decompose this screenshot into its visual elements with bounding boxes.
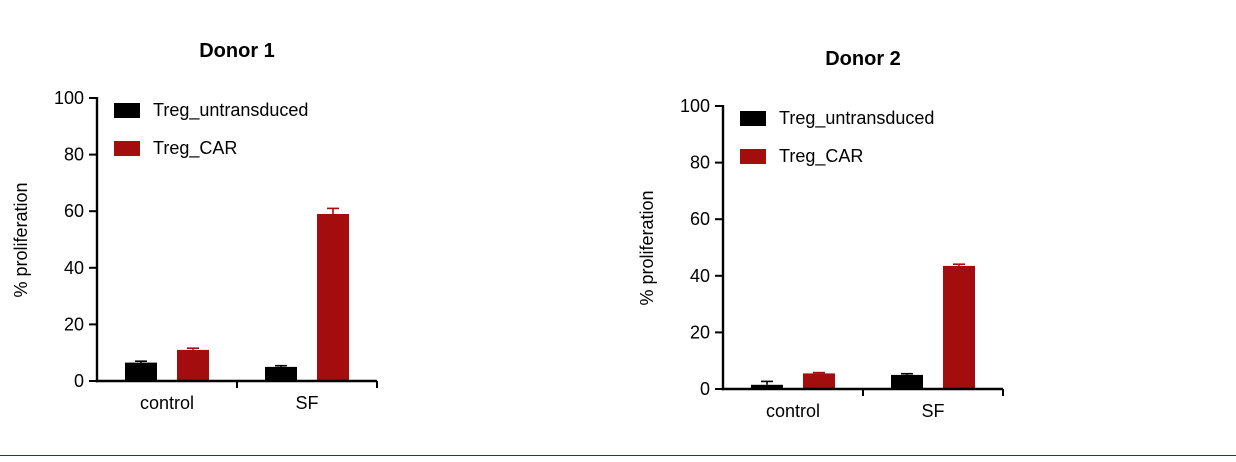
bar-plot: 0 20 40 60 80 100 control SF — [54, 88, 378, 413]
legend-label: Treg_CAR — [153, 137, 238, 158]
y-tick-label: 0 — [700, 379, 710, 399]
legend-label: Treg_CAR — [779, 145, 864, 166]
x-category-label: control — [766, 401, 820, 421]
x-category-label: SF — [295, 393, 318, 413]
chart-title: Donor 2 — [825, 48, 901, 70]
legend-swatch-untransduced-icon — [740, 110, 766, 126]
y-tick-label: 80 — [64, 145, 84, 165]
y-tick-label: 0 — [74, 371, 84, 391]
y-tick-label: 100 — [680, 96, 710, 116]
y-tick-label: 20 — [64, 314, 84, 334]
bar-Treg_CAR-SF — [943, 265, 975, 389]
bar-Treg_CAR-control — [803, 373, 835, 389]
y-tick-label: 40 — [64, 258, 84, 278]
y-tick-label: 80 — [690, 153, 710, 173]
chart-donor-1: Donor 1 % proliferation 0 20 40 60 80 100 cont… — [2, 0, 502, 440]
bar-Treg_untransduced-SF — [265, 366, 297, 381]
bar-Treg_untransduced-control — [751, 384, 783, 389]
bar-Treg_untransduced-SF — [891, 374, 923, 389]
legend-swatch-car-icon — [114, 140, 140, 156]
legend-label: Treg_untransduced — [153, 99, 309, 120]
legend-item-untransduced: Treg_untransduced — [740, 105, 934, 131]
bar-Treg_CAR-control — [177, 349, 209, 381]
legend-swatch-car-icon — [740, 148, 766, 164]
bottom-divider — [0, 455, 1236, 456]
chart-donor-2: Donor 2 % proliferation 0 20 40 60 80 100 cont… — [628, 8, 1128, 448]
legend-label: Treg_untransduced — [779, 107, 935, 128]
y-tick-label: 20 — [690, 322, 710, 342]
y-tick-label: 60 — [690, 209, 710, 229]
legend-item-untransduced: Treg_untransduced — [114, 97, 308, 123]
legend-swatch-untransduced-icon — [114, 102, 140, 118]
y-tick-label: 60 — [64, 201, 84, 221]
legend: Treg_untransduced Treg_CAR — [740, 105, 934, 181]
legend-item-car: Treg_CAR — [740, 143, 934, 169]
y-tick-label: 40 — [690, 266, 710, 286]
y-tick-label: 100 — [54, 88, 84, 108]
legend-item-car: Treg_CAR — [114, 135, 308, 161]
bar-Treg_untransduced-control — [125, 362, 157, 381]
x-category-label: SF — [921, 401, 944, 421]
x-category-label: control — [140, 393, 194, 413]
legend: Treg_untransduced Treg_CAR — [114, 97, 308, 173]
chart-title: Donor 1 — [199, 40, 275, 62]
bar-plot: 0 20 40 60 80 100 control SF — [680, 96, 1004, 421]
bar-Treg_CAR-SF — [317, 214, 349, 381]
